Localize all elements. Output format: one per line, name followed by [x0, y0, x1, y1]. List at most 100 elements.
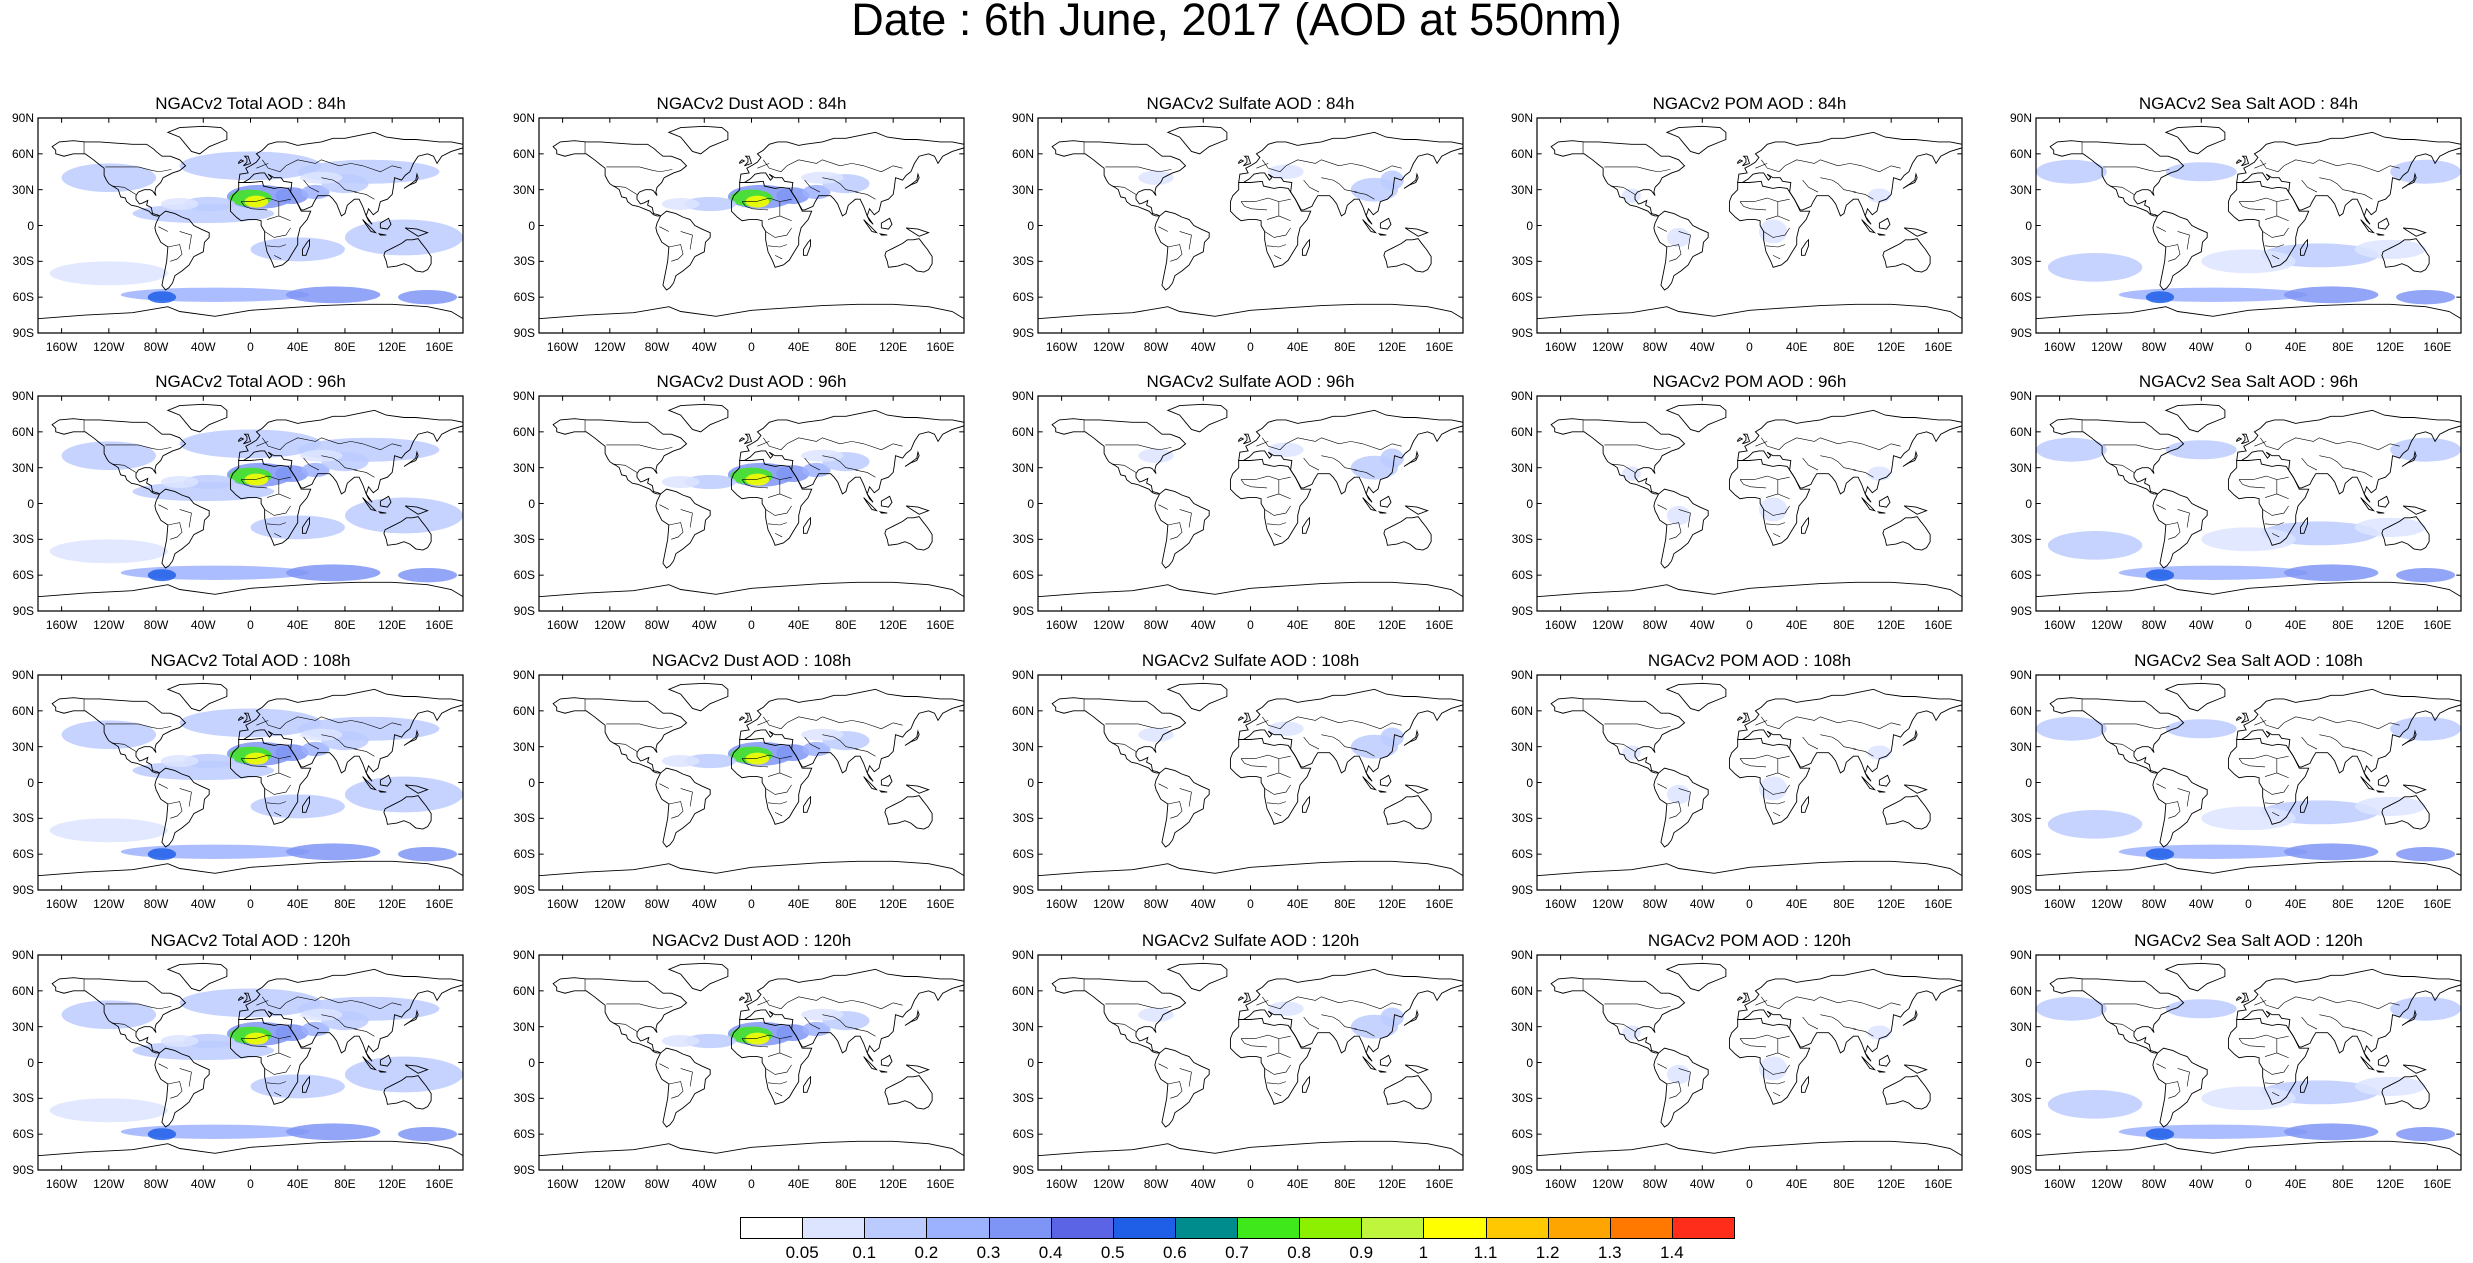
aerosol-field [2145, 1128, 2175, 1141]
lat-tick-label: 30S [12, 254, 34, 269]
lat-tick-label: 0 [2025, 218, 2032, 233]
lon-tick-label: 40E [1287, 340, 1309, 354]
aerosol-field [250, 1074, 345, 1099]
colorbar-swatch [1174, 1217, 1238, 1239]
lat-tick-label: 0 [528, 775, 535, 790]
aerosol-field [132, 204, 275, 224]
lat-tick-label: 90N [1510, 389, 1533, 403]
aerosol-field [745, 752, 770, 765]
lon-tick-label: 0 [1746, 340, 1753, 354]
aerosol-field [2354, 1076, 2426, 1096]
lat-tick-label: 90N [2009, 111, 2032, 125]
lat-tick-label: 30N [1011, 1019, 1034, 1034]
lon-tick-label: 120E [1877, 618, 1906, 632]
aerosol-field [745, 473, 770, 486]
aerosol-field [2036, 996, 2107, 1021]
lon-tick-label: 40W [1689, 618, 1715, 632]
colorbar-swatch [1547, 1217, 1611, 1239]
lon-tick-label: 160E [2423, 897, 2452, 911]
aerosol-field [661, 1035, 700, 1047]
lat-tick-label: 0 [27, 218, 34, 233]
lon-tick-label: 40W [1689, 897, 1715, 911]
aerosol-field [1622, 745, 1641, 760]
colorbar-swatch [1423, 1217, 1487, 1239]
lon-tick-label: 80E [1334, 618, 1356, 632]
lon-tick-label: 160W [1544, 1177, 1577, 1191]
aerosol-field [160, 476, 199, 488]
lon-tick-label: 160E [1924, 340, 1953, 354]
page-title: Date : 6th June, 2017 (AOD at 550nm) [851, 0, 1622, 45]
lat-tick-label: 90S [513, 604, 535, 618]
lon-tick-label: 120W [594, 897, 626, 911]
world-map [2036, 675, 2461, 890]
aerosol-field [2036, 437, 2107, 462]
world-map [539, 675, 964, 890]
lon-tick-label: 40E [1786, 340, 1808, 354]
panel-title: NGACv2 Sulfate AOD : 120h [1141, 931, 1360, 950]
lon-tick-label: 80W [644, 897, 670, 911]
lat-tick-label: 30S [1012, 811, 1034, 826]
aerosol-field [1380, 170, 1404, 190]
lon-tick-label: 0 [748, 1177, 755, 1191]
colorbar-swatch [1112, 1217, 1176, 1239]
lat-tick-label: 60N [11, 983, 34, 998]
aerosol-field [1758, 776, 1788, 801]
lon-tick-label: 120E [2376, 1177, 2405, 1191]
lat-tick-label: 30N [2009, 1019, 2032, 1034]
aerosol-field [2047, 1089, 2143, 1119]
lat-tick-label: 60S [2010, 847, 2032, 862]
aerosol-field [160, 198, 199, 210]
lat-tick-label: 60S [2010, 290, 2032, 305]
lon-tick-label: 120W [1093, 618, 1125, 632]
world-map [1038, 396, 1463, 611]
aerosol-field [160, 1035, 199, 1047]
lon-tick-label: 40E [287, 1177, 309, 1191]
lat-tick-label: 60N [512, 983, 535, 998]
panel-title: NGACv2 Total AOD : 84h [155, 94, 346, 113]
lat-tick-label: 30N [2009, 739, 2032, 754]
lat-tick-label: 30N [512, 739, 535, 754]
lon-tick-label: 80E [1334, 897, 1356, 911]
lon-tick-label: 160E [926, 340, 955, 354]
aerosol-field [120, 844, 310, 859]
lat-tick-label: 90N [2009, 389, 2032, 403]
lon-tick-label: 120E [1877, 340, 1906, 354]
lat-tick-label: 90N [1011, 668, 1034, 682]
lat-tick-label: 0 [2025, 1055, 2032, 1070]
lon-tick-label: 160W [1045, 1177, 1078, 1191]
lat-tick-label: 60N [2009, 146, 2032, 161]
lon-tick-label: 80W [2141, 897, 2167, 911]
aerosol-field [745, 1032, 770, 1045]
lon-tick-label: 40E [2285, 897, 2307, 911]
lon-tick-label: 80E [1833, 897, 1855, 911]
lon-tick-label: 80E [334, 1177, 356, 1191]
lon-tick-label: 80E [835, 618, 857, 632]
aerosol-field [1268, 442, 1304, 457]
lat-tick-label: 30N [512, 182, 535, 197]
world-map [38, 396, 463, 611]
lon-tick-label: 120E [2376, 340, 2405, 354]
lat-tick-label: 90N [1510, 948, 1533, 962]
lon-tick-label: 160E [425, 897, 454, 911]
aerosol-field [2390, 996, 2461, 1021]
lat-tick-label: 60S [12, 568, 34, 583]
aerosol-field [2283, 286, 2379, 304]
panel-title: NGACv2 Sea Salt AOD : 120h [2134, 931, 2363, 950]
lon-tick-label: 40E [2285, 1177, 2307, 1191]
lat-tick-label: 30N [2009, 460, 2032, 475]
lon-tick-label: 40W [1190, 897, 1216, 911]
lat-tick-label: 60N [2009, 983, 2032, 998]
lon-tick-label: 40W [190, 897, 216, 911]
lon-tick-label: 0 [748, 897, 755, 911]
aerosol-field [1138, 727, 1174, 742]
lon-tick-label: 120W [1093, 897, 1125, 911]
aerosol-field [2201, 249, 2296, 274]
aerosol-field [344, 776, 463, 813]
aerosol-field [2201, 806, 2296, 831]
aerosol-field [1622, 1025, 1641, 1040]
lon-tick-label: 120W [1592, 618, 1624, 632]
aerosol-field [1867, 466, 1892, 481]
aerosol-field [2283, 1123, 2379, 1141]
lat-tick-label: 30S [1511, 254, 1533, 269]
lon-tick-label: 120W [93, 618, 125, 632]
